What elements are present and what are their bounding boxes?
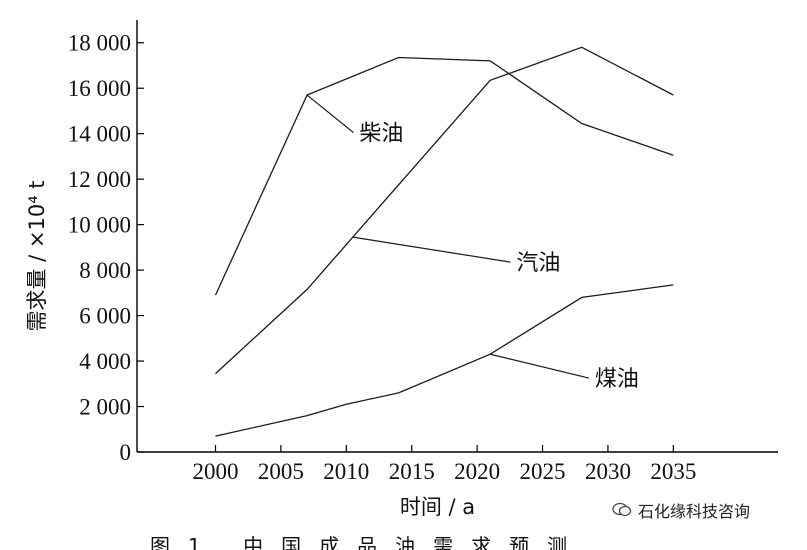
figure-caption: 图1 中国成品油需求预测 — [150, 534, 586, 550]
x-axis-title: 时间 / a — [400, 495, 475, 519]
watermark: 石化缘科技咨询 — [612, 498, 750, 522]
x-tick-label: 2015 — [389, 459, 435, 484]
series-line-gasoline — [215, 46, 674, 375]
axes — [136, 20, 778, 453]
y-axis-title: 需求量 / ×10⁴ t — [25, 180, 49, 331]
x-tick-label: 2035 — [650, 459, 696, 484]
x-tick-label: 2000 — [192, 459, 238, 484]
y-tick-label: 0 — [120, 440, 132, 465]
y-tick-label: 8 000 — [79, 258, 131, 283]
series-line-diesel — [214, 56, 674, 296]
x-tick-label: 2025 — [520, 459, 566, 484]
x-tick-label: 2020 — [454, 459, 500, 484]
x-tick-label: 2010 — [323, 459, 369, 484]
series-label-gasoline: 汽油 — [516, 251, 560, 276]
x-tick-label: 2005 — [258, 459, 304, 484]
x-tick-label: 2030 — [585, 459, 631, 484]
series-line-kerosene — [215, 284, 674, 437]
y-tick-label: 6 000 — [79, 304, 131, 329]
y-tick-label: 2 000 — [79, 395, 131, 420]
y-tick-label: 4 000 — [79, 349, 131, 374]
leader-line-kerosene — [490, 353, 589, 379]
y-tick-label: 12 000 — [68, 167, 131, 192]
ticks: 0 2 000 4 000 6 000 8 000 10 000 12 000 14 000 1… — [68, 31, 697, 484]
series-label-kerosene: 煤油 — [595, 367, 639, 392]
y-tick-label: 14 000 — [68, 122, 131, 147]
y-tick-label: 18 000 — [68, 31, 131, 56]
leader-line-diesel — [306, 94, 354, 133]
watermark-text: 石化缘科技咨询 — [638, 502, 751, 521]
wechat-bubble-icon — [612, 502, 632, 517]
series-label-diesel: 柴油 — [359, 122, 403, 147]
leader-line-gasoline — [352, 236, 511, 263]
y-tick-label: 10 000 — [68, 213, 131, 238]
series-lines — [214, 46, 674, 437]
y-tick-label: 16 000 — [68, 76, 131, 101]
